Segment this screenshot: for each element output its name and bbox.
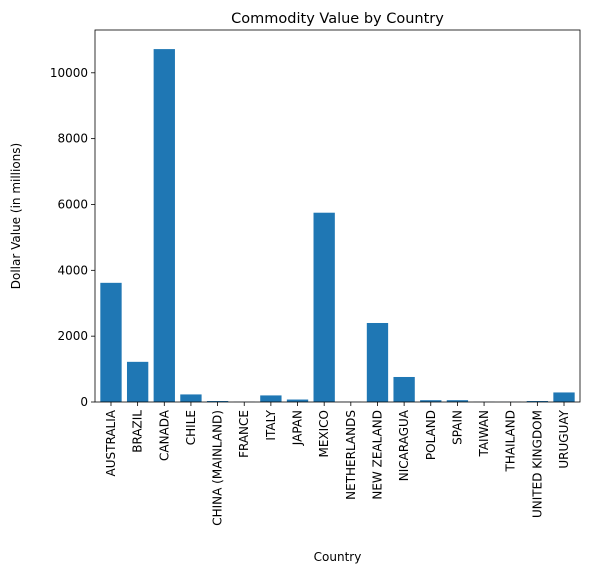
bar-poland <box>420 400 442 402</box>
x-tick-label: CHILE <box>184 410 198 445</box>
x-tick-label: AUSTRALIA <box>104 409 118 476</box>
x-tick-label: CANADA <box>157 409 171 461</box>
bars-group <box>100 49 575 402</box>
bar-italy <box>260 395 282 402</box>
bar-mexico <box>313 212 335 402</box>
x-tick-label: CHINA (MAINLAND) <box>211 410 225 526</box>
y-tick-label: 10000 <box>50 66 88 80</box>
x-tick-label: UNITED KINGDOM <box>530 410 544 518</box>
x-tick-label: ITALY <box>264 409 278 440</box>
y-tick-label: 8000 <box>57 132 88 146</box>
bar-new-zealand <box>366 322 389 402</box>
bar-australia <box>100 282 122 402</box>
x-tick-label: SPAIN <box>450 410 464 445</box>
x-tick-label: NETHERLANDS <box>344 410 358 500</box>
plot-frame <box>94 29 581 403</box>
bar-japan <box>286 399 309 402</box>
bar-canada <box>153 49 175 402</box>
x-tick-label: BRAZIL <box>131 410 145 453</box>
chart-title: Commodity Value by Country <box>231 11 444 27</box>
bar-united-kingdom <box>526 401 549 402</box>
x-tick-label: TAIWAN <box>477 410 491 458</box>
x-tick-label: MEXICO <box>317 410 331 458</box>
x-tick-label: URUGUAY <box>557 409 571 468</box>
x-axis-ticks: AUSTRALIA BRAZIL CANADA CHILE CHINA (MAINLAN… <box>104 402 571 526</box>
x-axis-label: Country <box>314 550 362 564</box>
y-axis-label: Dollar Value (in millions) <box>9 143 23 289</box>
x-tick-label: POLAND <box>424 410 438 460</box>
bar-spain <box>446 400 469 402</box>
x-tick-label: JAPAN <box>291 410 305 446</box>
bar-chile <box>180 394 202 402</box>
x-tick-label: NICARAGUA <box>397 409 411 481</box>
bar-china-mainland <box>206 401 229 402</box>
x-tick-label: THAILAND <box>504 410 518 473</box>
bar-brazil <box>126 361 149 402</box>
x-tick-label: FRANCE <box>237 410 251 458</box>
y-tick-label: 6000 <box>57 197 88 211</box>
y-axis-ticks: 0 2000 4000 6000 8000 10000 <box>50 66 95 409</box>
y-tick-label: 0 <box>80 395 88 409</box>
y-tick-label: 4000 <box>57 263 88 277</box>
bar-nicaragua <box>393 376 415 402</box>
x-tick-label: NEW ZEALAND <box>370 410 384 500</box>
y-tick-label: 2000 <box>57 329 88 343</box>
bar-uruguay <box>553 392 575 402</box>
